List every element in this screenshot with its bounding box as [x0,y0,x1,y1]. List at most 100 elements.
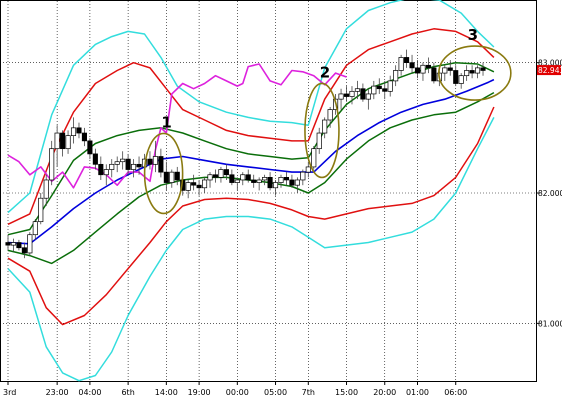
candle-body-up [49,148,55,181]
candle-body-down [98,163,104,176]
candle-body-down [283,177,290,181]
candle-body-down [87,140,93,155]
last-price-label: 82.943 [538,66,562,75]
candle-body-down [267,177,273,189]
candle [87,138,93,160]
candle [256,177,262,191]
candle [32,219,38,240]
candle-body-up [70,127,77,136]
candle [229,169,235,186]
candle-body-up [65,135,71,150]
candle-body-up [272,182,279,189]
series-bb-outer-upper [7,0,495,214]
candle-body-up [349,90,355,97]
annotation-ellipse-3 [438,45,512,101]
candle [16,239,22,251]
candle-body-up [109,163,115,170]
candle [38,193,44,225]
candle-body-down [92,153,98,165]
candle [376,78,382,94]
candle [387,75,393,97]
candle [81,127,87,147]
candle [431,62,437,84]
plot-frame [0,0,537,382]
candle [54,125,60,167]
candle [267,172,273,191]
candle [109,159,115,178]
candle [169,169,175,188]
candle-body-down [229,174,235,183]
candle-body-up [10,242,17,246]
x-tick-label: 01:00 [406,388,429,397]
candle [316,127,322,154]
candle [114,156,120,173]
candle [322,117,328,139]
candle [398,54,404,76]
candle-body-down [158,156,164,173]
candle-body-down [360,88,366,100]
candle-body-up [152,156,158,165]
candle [207,172,213,188]
candle [272,179,279,196]
candle-body-down [147,158,153,165]
candle [174,166,180,186]
candle [152,140,158,173]
candle [409,54,415,74]
candle [223,164,229,180]
candle [305,161,311,178]
candle-body-down [174,171,180,181]
candle [103,164,109,186]
candle-body-down [196,184,202,189]
x-tick-label: 15:00 [335,388,358,397]
candle [393,65,399,87]
candle-body-down [223,169,229,176]
candle [218,166,224,183]
candle [311,146,317,170]
candle [10,238,17,252]
candle [425,57,431,74]
y-tick-label: 81.000 [538,319,562,328]
candle-body-down [414,67,421,74]
candle [98,156,104,180]
candle [360,83,366,102]
candle [469,65,475,79]
candle-body-down [251,179,257,183]
x-tick-label: 23:00 [46,388,69,397]
candle-body-down [191,182,197,186]
candle-body-up [27,234,33,254]
candle [92,148,98,170]
candle-body-up [294,179,300,186]
candle [131,159,137,178]
candle-body-down [425,64,431,69]
candle [76,122,82,139]
candle-body-down [447,67,453,71]
candle-body-up [54,132,60,150]
candle-body-up [393,70,399,82]
candle [327,106,333,128]
x-tick-label: 20:00 [373,388,396,397]
candle [60,130,66,157]
candle-body-up [256,179,262,183]
candle [196,179,202,196]
candle-body-up [185,182,191,191]
x-tick-label: 3rd [3,388,16,397]
candle-body-up [38,197,44,223]
x-tick-label: 14:00 [155,388,178,397]
candle-body-up [338,93,344,100]
candle-body-down [5,242,11,246]
candle-body-up [316,132,322,150]
y-tick-label: 83.000 [538,59,562,68]
candle [404,49,410,68]
candle [234,177,240,191]
candle [343,86,350,102]
candle-body-up [103,169,109,176]
candle [300,169,306,186]
series-moving-average [7,78,495,245]
annotation-ellipse-1 [143,132,184,215]
candle-body-down [289,179,295,186]
candle-body-down [453,70,459,84]
candle-body-up [311,148,317,168]
candle [49,140,55,186]
candle [120,151,126,170]
x-tick-label: 06:00 [444,388,467,397]
